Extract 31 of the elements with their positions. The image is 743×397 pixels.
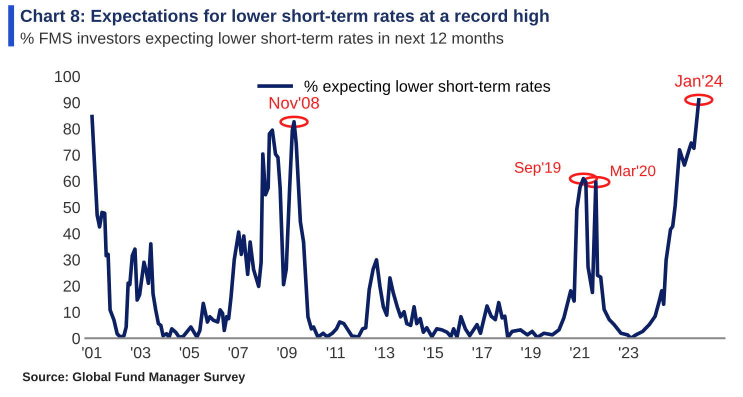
chart-title: Chart 8: Expectations for lower short-term rates at a record high [20, 9, 549, 26]
x-tick-label: '13 [374, 347, 394, 358]
y-tick-label: 10 [64, 306, 80, 318]
y-tick-label: 60 [64, 176, 80, 187]
x-tick-label: '09 [277, 347, 297, 358]
y-tick-label: 30 [63, 254, 80, 266]
y-tick-label: 90 [64, 97, 80, 108]
annotation: Sep'19 [514, 162, 560, 176]
y-tick-label: 40 [63, 228, 80, 240]
annotation: Nov'08 [270, 96, 319, 109]
y-tick-label: 50 [63, 202, 80, 214]
x-tick-label: '21 [570, 347, 590, 358]
x-tick-label: '01 [82, 347, 102, 358]
y-tick-label: 70 [64, 149, 80, 161]
y-tick-label: 80 [64, 123, 80, 135]
x-tick-label: '19 [521, 347, 541, 358]
chart-subtitle: % FMS investors expecting lower short-term rates in next 12 months [20, 32, 504, 47]
x-tick-label: '07 [228, 347, 248, 358]
x-tick-label: '23 [618, 347, 638, 358]
x-tick-label: '05 [180, 347, 200, 358]
x-tick-label: '17 [472, 347, 492, 358]
annotation: Mar'20 [610, 165, 656, 176]
y-tick-label: 20 [64, 280, 80, 292]
y-tick-label: 0 [72, 332, 80, 344]
y-tick-label: 100 [55, 70, 80, 82]
source-note: Source: Global Fund Manager Survey [22, 372, 246, 384]
x-tick-label: '15 [424, 347, 444, 358]
x-tick-label: '11 [326, 347, 345, 358]
x-tick-label: '03 [130, 347, 150, 358]
annotation: Jan'24 [674, 74, 723, 87]
legend-label: % expecting lower short-term rates [304, 80, 550, 96]
